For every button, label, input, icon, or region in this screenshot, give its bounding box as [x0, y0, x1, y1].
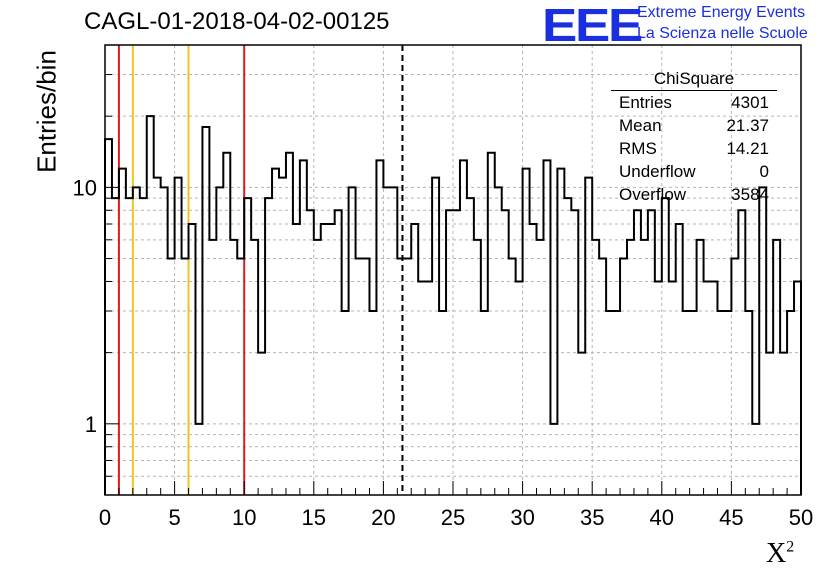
stats-row-mean: Mean 21.37	[619, 116, 769, 135]
marker-lines	[117, 45, 404, 495]
x-tick-label: 5	[168, 505, 180, 530]
y-tick-label: 10	[73, 175, 97, 200]
stats-row-underflow: Underflow 0	[619, 162, 769, 181]
x-axis-label: X2	[766, 538, 795, 569]
eee-logo: EEE	[542, 0, 643, 51]
x-tick-label: 30	[510, 505, 534, 530]
histogram-outline	[104, 115, 802, 495]
x-tick-label: 15	[302, 505, 326, 530]
logo-line-1: Extreme Energy Events	[637, 4, 806, 21]
x-tick-label: 20	[371, 505, 395, 530]
histogram-series	[104, 115, 802, 495]
x-tick-label: 45	[719, 505, 743, 530]
x-tick-label: 35	[580, 505, 604, 530]
x-tick-label: 10	[232, 505, 256, 530]
x-tick-label: 40	[650, 505, 674, 530]
stats-row-rms: RMS 14.21	[619, 139, 769, 158]
stats-row-entries: Entries 4301	[619, 93, 769, 112]
x-tick-label: 0	[99, 505, 111, 530]
y-axis-label: Entries/bin	[31, 50, 62, 173]
stats-title: ChiSquare	[611, 68, 777, 91]
x-tick-label: 25	[441, 505, 465, 530]
chart-title: CAGL-01-2018-04-02-00125	[84, 8, 390, 35]
logo-line-2: La Scienza nelle Scuole	[637, 25, 808, 42]
stats-box: ChiSquare Entries 4301 Mean 21.37 RMS 14.21…	[611, 68, 777, 206]
axes: 0 5 10 15 20 25 30 35 40 45 50 1 10	[73, 44, 813, 530]
grid-lines	[105, 45, 801, 495]
x-tick-label: 50	[789, 505, 813, 530]
stats-row-overflow: Overflow 3584	[619, 185, 769, 204]
y-tick-label: 1	[85, 412, 97, 437]
